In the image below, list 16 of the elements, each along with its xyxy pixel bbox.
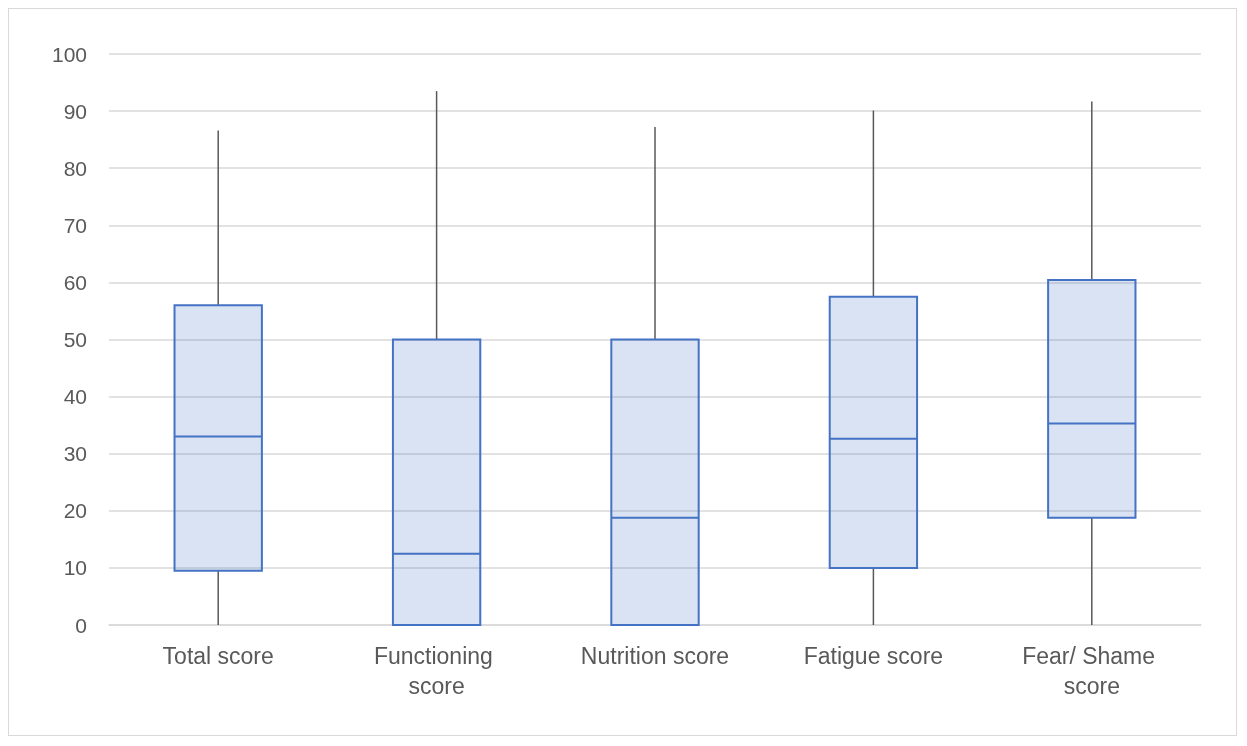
y-tick-label: 10 (63, 556, 87, 580)
x-tick-label: Total score (162, 643, 274, 669)
y-tick-label: 90 (63, 99, 87, 123)
y-tick-label: 60 (63, 270, 87, 294)
y-tick-label: 50 (63, 328, 87, 351)
y-tick-label: 100 (51, 42, 87, 66)
y-tick-label: 80 (63, 156, 87, 180)
x-tick-label: Nutrition score (580, 643, 730, 669)
y-tick-label: 0 (75, 613, 87, 637)
y-tick-label: 70 (63, 213, 87, 237)
y-tick-label: 40 (63, 385, 87, 409)
x-tick-label: Fatigue score (803, 643, 944, 669)
y-tick-label: 20 (63, 499, 87, 523)
x-tick-label: Fear/ Shame score (1022, 643, 1162, 699)
x-tick-label: Functioning score (373, 643, 500, 699)
y-tick-label: 30 (63, 442, 87, 466)
